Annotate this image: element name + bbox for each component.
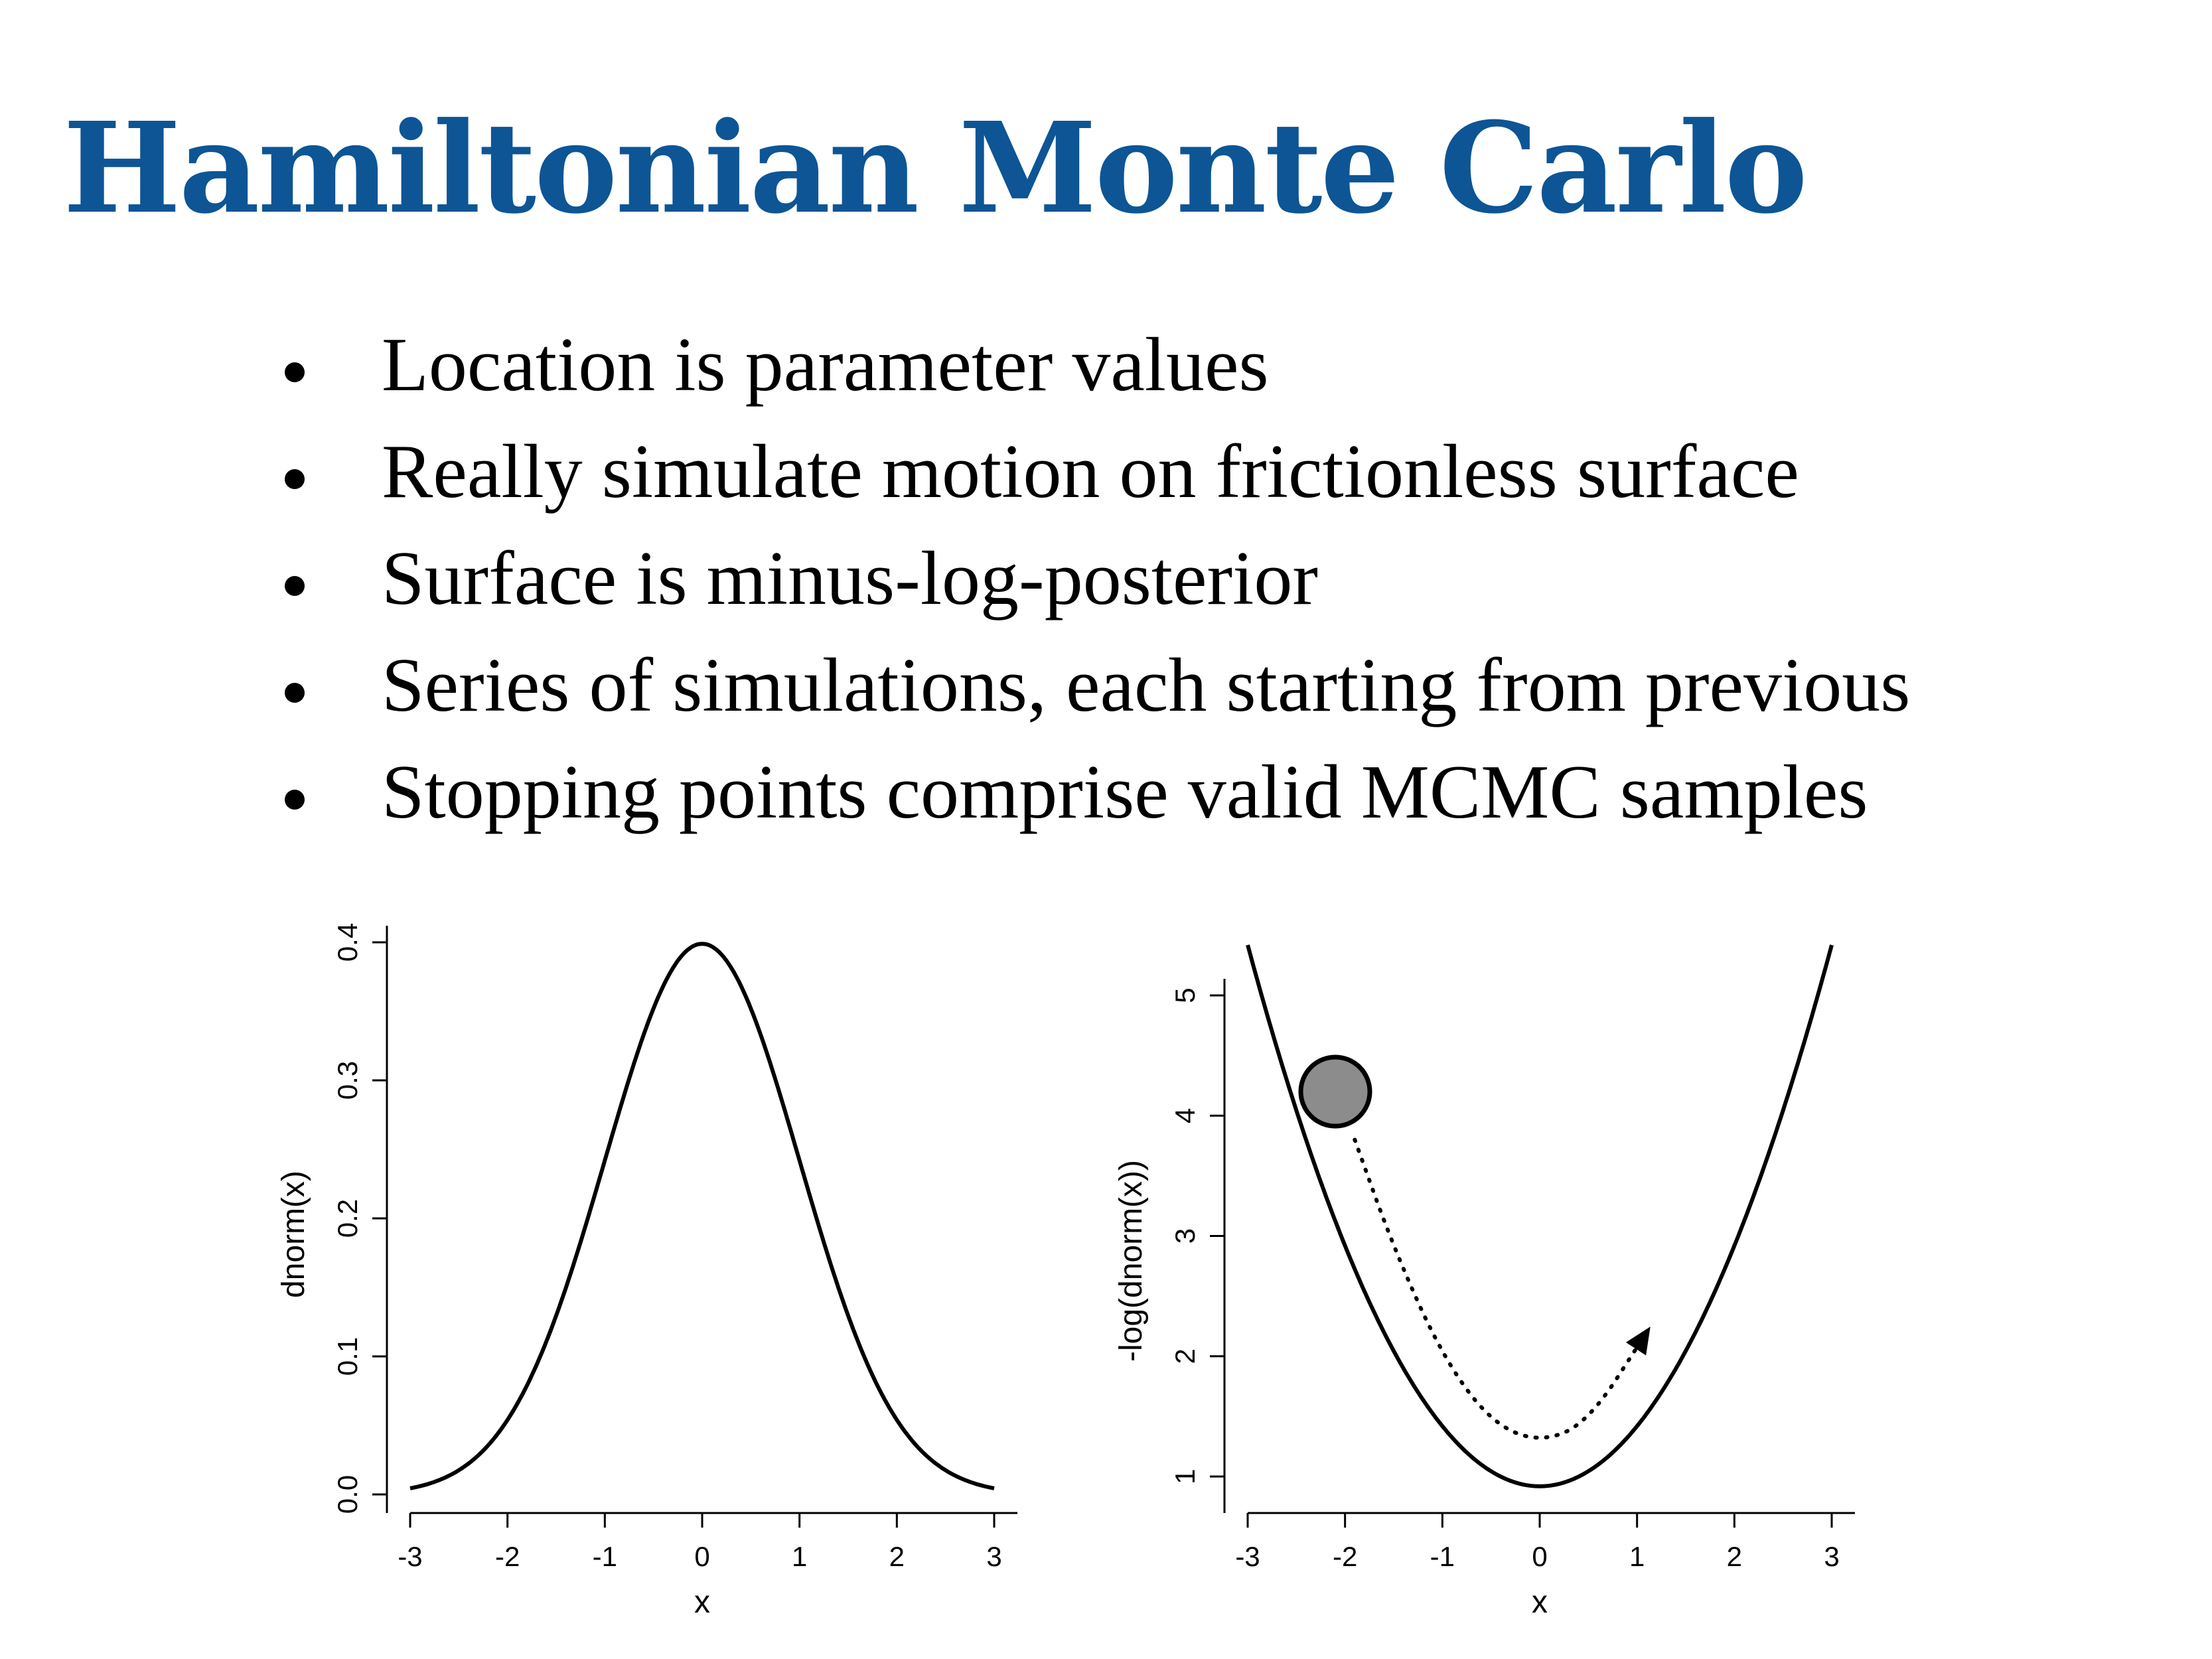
y-tick-label: 4 [1169,1108,1201,1123]
x-tick-label: -2 [1333,1541,1357,1572]
trajectory-path [1353,1137,1649,1440]
bullet-item: Stopping points comprise valid MCMC samp… [275,753,1910,859]
ball-marker [1298,1054,1372,1129]
x-tick-label: 2 [889,1541,905,1572]
y-tick-label: 0.1 [332,1337,363,1376]
x-axis-label: x [1532,1585,1548,1620]
series-line [1246,944,1834,1488]
y-tick-label: 0.4 [332,923,363,962]
bullet-dot [285,362,305,382]
x-tick-label: 0 [1532,1541,1547,1572]
x-tick-label: -3 [398,1541,422,1572]
x-tick-label: 1 [1629,1541,1645,1572]
y-tick-label: 0.2 [332,1199,363,1238]
y-tick-label: 0.0 [332,1475,363,1514]
bullet-text: Really simulate motion on frictionless s… [382,429,1799,514]
series-line [409,942,995,1490]
x-tick-label: 3 [986,1541,1001,1572]
y-axis-label: dnorm(x) [276,1171,311,1298]
x-tick-label: 3 [1824,1541,1839,1572]
bullet-item: Surface is minus-log-posterior [275,539,1910,646]
bullet-item: Really simulate motion on frictionless s… [275,432,1910,539]
bullet-dot [285,469,305,489]
x-tick-label: 2 [1727,1541,1742,1572]
bullet-dot [285,576,305,596]
x-tick-label: -2 [495,1541,520,1572]
y-tick-label: 5 [1169,987,1201,1003]
bullet-text: Stopping points comprise valid MCMC samp… [382,750,1868,835]
bullet-dot [285,790,305,810]
x-tick-label: -1 [593,1541,617,1572]
x-axis-label: x [694,1585,710,1620]
y-tick-label: 0.3 [332,1061,363,1100]
y-tick-label: 2 [1169,1348,1201,1364]
y-tick-label: 3 [1169,1228,1201,1244]
bullet-dot [285,683,305,703]
x-tick-label: 1 [792,1541,807,1572]
x-tick-label: 0 [694,1541,709,1572]
y-tick-label: 1 [1169,1469,1201,1484]
trajectory-arrowhead [1625,1327,1651,1356]
bullet-text: Location is parameter values [382,323,1269,407]
y-axis-label: -log(dnorm(x)) [1114,1160,1149,1362]
bullet-text: Surface is minus-log-posterior [382,536,1319,621]
x-tick-label: -1 [1430,1541,1455,1572]
slide-title: Hamiltonian Monte Carlo [63,95,1808,242]
x-tick-label: -3 [1235,1541,1260,1572]
bullet-item: Series of simulations, each starting fro… [275,646,1910,753]
bullet-item: Location is parameter values [275,325,1910,432]
bullet-list: Location is parameter values Really simu… [275,325,1910,859]
bullet-text: Series of simulations, each starting fro… [382,643,1911,728]
